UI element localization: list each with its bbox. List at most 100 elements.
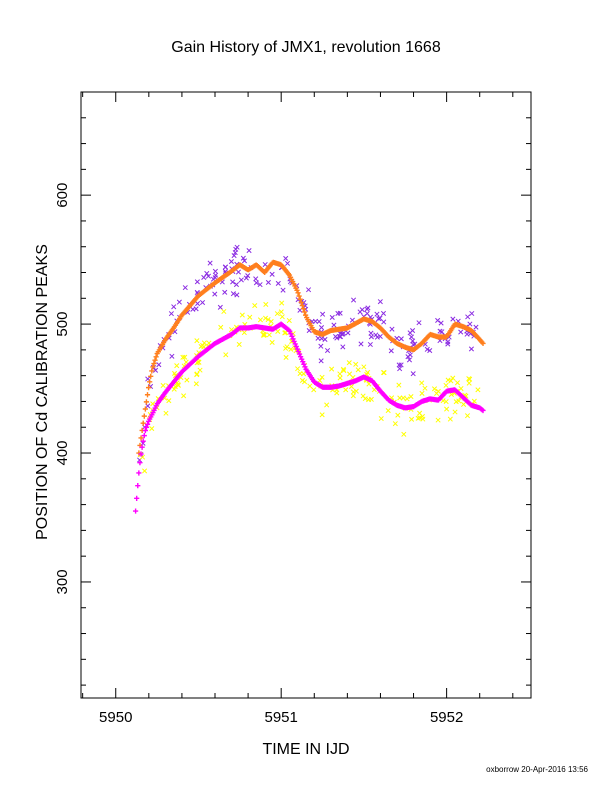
data-point-cross bbox=[398, 336, 404, 342]
data-point-cross bbox=[353, 361, 359, 367]
data-point-cross bbox=[397, 395, 403, 401]
x-tick-label: 5951 bbox=[264, 709, 297, 726]
data-point-cross bbox=[396, 382, 402, 388]
data-point-cross bbox=[353, 388, 359, 394]
data-point-cross bbox=[405, 354, 411, 360]
data-point-cross bbox=[434, 390, 440, 396]
data-point-cross bbox=[207, 260, 213, 266]
data-point-cross bbox=[427, 348, 433, 354]
data-point-cross bbox=[222, 289, 228, 295]
data-point-cross bbox=[156, 362, 162, 368]
data-point-cross bbox=[395, 412, 401, 418]
data-point-cross bbox=[193, 381, 199, 387]
data-point-cross bbox=[409, 416, 415, 422]
data-point-cross bbox=[265, 317, 271, 323]
data-point-cross bbox=[195, 300, 201, 307]
data-point-cross bbox=[182, 285, 188, 291]
data-point-cross bbox=[415, 415, 421, 421]
footer-credit: oxborrow 20-Apr-2016 13:56 bbox=[486, 765, 588, 774]
data-point-cross bbox=[357, 309, 363, 315]
data-point-cross bbox=[424, 346, 430, 352]
data-point-cross bbox=[334, 390, 340, 396]
data-point-cross bbox=[245, 273, 251, 279]
data-point-cross bbox=[241, 330, 247, 336]
data-point-cross bbox=[307, 383, 313, 389]
data-point-plus bbox=[299, 356, 305, 362]
data-point-cross bbox=[181, 393, 187, 399]
data-point-cross bbox=[199, 299, 206, 306]
data-point-cross bbox=[324, 402, 330, 408]
data-point-cross bbox=[198, 343, 204, 349]
data-point-plus bbox=[150, 364, 156, 370]
data-point-cross bbox=[350, 393, 356, 399]
data-point-cross bbox=[305, 287, 312, 293]
data-point-cross bbox=[437, 328, 443, 334]
data-point-cross bbox=[279, 300, 285, 306]
tick-layer: 5950 5951 5952 300 400 500 600 bbox=[54, 91, 531, 726]
data-point-cross bbox=[252, 302, 258, 309]
data-point-plus bbox=[301, 309, 308, 315]
data-point-cross bbox=[319, 335, 325, 342]
data-point-cross bbox=[334, 335, 340, 341]
data-point-cross bbox=[401, 431, 407, 437]
data-point-cross bbox=[475, 387, 481, 393]
series-lower_scatter bbox=[137, 300, 481, 474]
data-point-cross bbox=[378, 415, 384, 422]
data-point-cross bbox=[194, 372, 200, 378]
data-point-cross bbox=[241, 258, 248, 264]
data-point-cross bbox=[410, 371, 416, 377]
data-point-plus bbox=[152, 357, 158, 363]
data-point-cross bbox=[262, 315, 269, 321]
data-point-cross bbox=[374, 311, 380, 317]
data-point-cross bbox=[435, 317, 441, 323]
data-point-cross bbox=[171, 386, 177, 392]
series-upper_scatter bbox=[137, 244, 479, 463]
data-point-cross bbox=[233, 281, 240, 288]
data-point-cross bbox=[235, 269, 242, 275]
data-point-cross bbox=[228, 258, 234, 265]
data-point-cross bbox=[152, 367, 159, 373]
data-point-cross bbox=[288, 346, 294, 352]
data-point-cross bbox=[461, 401, 467, 407]
data-point-cross bbox=[319, 374, 325, 380]
data-point-cross bbox=[230, 291, 236, 297]
data-point-cross bbox=[345, 330, 351, 336]
data-point-cross bbox=[180, 354, 186, 360]
data-point-plus bbox=[480, 340, 486, 347]
data-point-plus bbox=[140, 438, 146, 444]
data-point-plus bbox=[143, 399, 150, 405]
data-point-cross bbox=[341, 367, 347, 374]
data-point-cross bbox=[364, 306, 370, 312]
data-point-cross bbox=[398, 362, 404, 368]
series-layer bbox=[132, 244, 486, 514]
data-point-cross bbox=[201, 274, 207, 280]
data-point-cross bbox=[311, 387, 317, 393]
data-point-cross bbox=[217, 304, 223, 310]
data-point-cross bbox=[408, 394, 414, 400]
data-point-cross bbox=[233, 246, 239, 252]
series-upper_smooth bbox=[136, 259, 486, 456]
data-point-cross bbox=[367, 341, 373, 348]
data-point-cross bbox=[450, 375, 456, 381]
data-point-cross bbox=[331, 322, 337, 328]
data-point-cross bbox=[278, 309, 284, 315]
data-point-plus bbox=[300, 306, 307, 312]
data-point-cross bbox=[160, 382, 166, 389]
data-point-cross bbox=[286, 317, 292, 324]
data-point-cross bbox=[221, 308, 227, 315]
data-point-cross bbox=[175, 382, 181, 389]
data-point-cross bbox=[339, 331, 345, 337]
data-point-cross bbox=[319, 412, 325, 418]
data-point-cross bbox=[465, 314, 471, 320]
data-point-cross bbox=[253, 276, 259, 282]
data-point-plus bbox=[142, 406, 148, 412]
data-point-cross bbox=[340, 344, 346, 350]
data-point-cross bbox=[406, 357, 413, 363]
data-point-cross bbox=[171, 304, 177, 310]
data-point-cross bbox=[416, 320, 422, 326]
data-point-cross bbox=[380, 369, 387, 376]
data-point-cross bbox=[335, 310, 341, 317]
data-point-cross bbox=[218, 324, 224, 330]
data-point-cross bbox=[253, 280, 259, 286]
data-point-cross bbox=[320, 311, 326, 317]
